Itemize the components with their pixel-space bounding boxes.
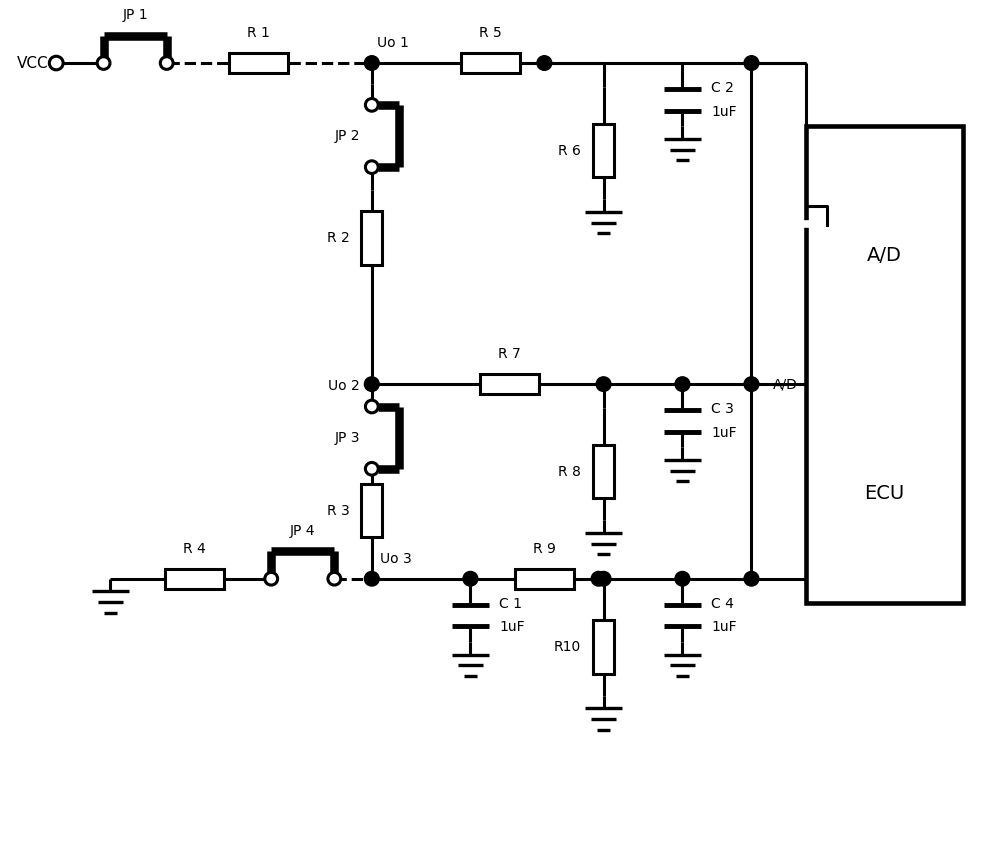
Text: C 3: C 3 <box>711 402 734 417</box>
Text: 1uF: 1uF <box>499 620 525 634</box>
Circle shape <box>365 98 378 111</box>
Text: C 2: C 2 <box>711 81 734 95</box>
Text: JP 4: JP 4 <box>290 524 316 538</box>
Text: R 4: R 4 <box>183 542 206 556</box>
Bar <box>593 124 614 178</box>
Text: R 9: R 9 <box>533 542 556 556</box>
Text: JP 3: JP 3 <box>334 431 360 444</box>
Text: JP 1: JP 1 <box>122 8 148 22</box>
Circle shape <box>365 161 378 173</box>
Circle shape <box>537 56 552 70</box>
Circle shape <box>591 571 606 586</box>
Text: R10: R10 <box>554 639 581 654</box>
Text: ECU: ECU <box>864 484 905 503</box>
Circle shape <box>744 571 759 586</box>
Circle shape <box>364 377 379 392</box>
Bar <box>461 53 520 73</box>
Text: 1uF: 1uF <box>711 425 737 440</box>
Text: R 3: R 3 <box>327 504 350 518</box>
Bar <box>361 484 382 538</box>
Text: Uo 1: Uo 1 <box>377 36 409 50</box>
Circle shape <box>596 377 611 392</box>
Text: R 2: R 2 <box>327 231 350 245</box>
Text: R 8: R 8 <box>558 464 581 479</box>
Bar <box>480 374 539 394</box>
Text: C 1: C 1 <box>499 597 522 611</box>
Bar <box>165 569 224 589</box>
Circle shape <box>744 56 759 70</box>
Circle shape <box>365 400 378 413</box>
Text: R 6: R 6 <box>558 143 581 158</box>
Text: Uo 3: Uo 3 <box>380 552 411 566</box>
Text: 1uF: 1uF <box>711 104 737 119</box>
Circle shape <box>364 56 379 70</box>
Bar <box>515 569 574 589</box>
Circle shape <box>744 377 759 392</box>
Bar <box>361 211 382 265</box>
Circle shape <box>49 56 63 70</box>
Circle shape <box>97 57 110 69</box>
Circle shape <box>675 377 690 392</box>
Circle shape <box>265 572 278 585</box>
Text: R 5: R 5 <box>479 26 502 41</box>
Circle shape <box>463 571 478 586</box>
Circle shape <box>364 571 379 586</box>
Text: 1uF: 1uF <box>711 620 737 634</box>
Text: JP 2: JP 2 <box>334 129 360 143</box>
Text: R 7: R 7 <box>498 347 521 362</box>
Circle shape <box>675 571 690 586</box>
Circle shape <box>365 463 378 476</box>
Text: A/D: A/D <box>773 377 798 391</box>
Text: A/D: A/D <box>867 246 902 265</box>
Bar <box>806 126 963 603</box>
Text: Uo 2: Uo 2 <box>328 379 360 393</box>
Circle shape <box>596 571 611 586</box>
Circle shape <box>160 57 173 69</box>
Bar <box>593 445 614 499</box>
Text: C 4: C 4 <box>711 597 734 611</box>
Circle shape <box>328 572 341 585</box>
Text: VCC: VCC <box>17 55 48 71</box>
Bar <box>229 53 288 73</box>
Bar <box>593 620 614 674</box>
Text: R 1: R 1 <box>247 26 270 41</box>
